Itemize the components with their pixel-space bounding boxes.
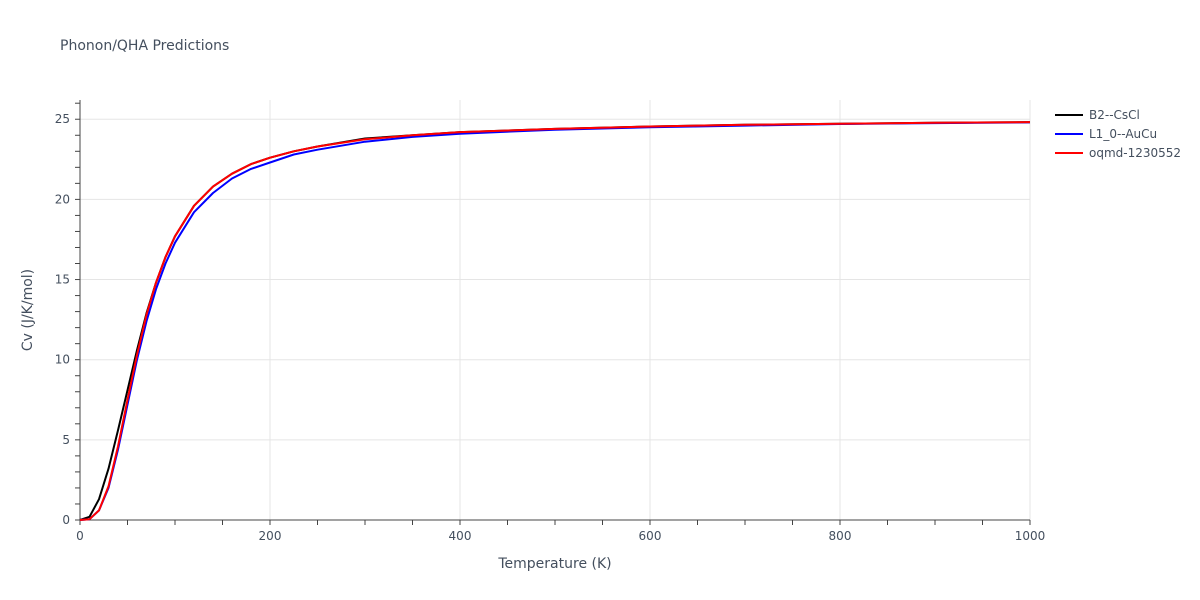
series-line bbox=[79, 121, 1031, 521]
y-tick-label: 0 bbox=[62, 513, 70, 527]
legend: B2--CsCl L1_0--AuCu oqmd-1230552 bbox=[1055, 108, 1181, 160]
x-tick-label: 800 bbox=[829, 529, 852, 543]
x-tick-label: 1000 bbox=[1015, 529, 1046, 543]
axes: 0 200 400 600 800 1000 0 5 10 15 20 25 bbox=[55, 100, 1046, 543]
x-axis-title: Temperature (K) bbox=[497, 556, 611, 572]
plot-area bbox=[79, 121, 1031, 521]
y-tick-label: 20 bbox=[55, 192, 70, 206]
y-tick-label: 25 bbox=[55, 112, 70, 126]
series-line bbox=[79, 121, 1031, 521]
y-tick-label: 15 bbox=[55, 273, 70, 287]
y-tick-label: 10 bbox=[55, 353, 70, 367]
legend-label: oqmd-1230552 bbox=[1089, 146, 1181, 160]
x-tick-label: 600 bbox=[639, 529, 662, 543]
series-line bbox=[79, 121, 1031, 521]
chart-title: Phonon/QHA Predictions bbox=[60, 38, 229, 54]
x-tick-label: 200 bbox=[259, 529, 282, 543]
x-tick-label: 400 bbox=[449, 529, 472, 543]
y-axis-title: Cv (J/K/mol) bbox=[20, 269, 36, 351]
grid bbox=[80, 100, 1031, 520]
x-tick-label: 0 bbox=[76, 529, 84, 543]
legend-label: B2--CsCl bbox=[1089, 108, 1140, 122]
y-tick-label: 5 bbox=[62, 433, 70, 447]
legend-label: L1_0--AuCu bbox=[1089, 127, 1157, 141]
